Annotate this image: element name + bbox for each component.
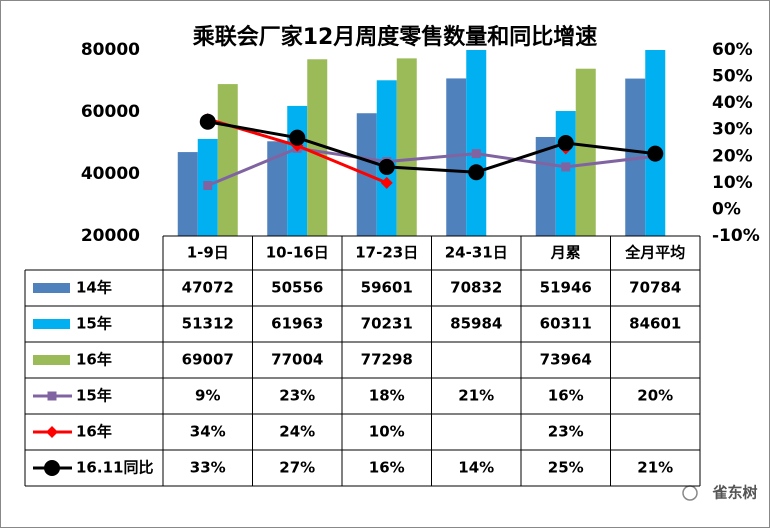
bar [645,50,666,236]
marker [468,164,485,181]
legend-swatch [33,319,70,329]
table-cell: 69007 [182,351,234,369]
marker [380,176,393,189]
y2-tick-label: 20% [712,146,753,166]
table-cell: 50556 [271,279,323,297]
legend-marker [44,460,60,476]
table-cell: 70832 [450,279,502,297]
legend-label: 16年 [76,351,112,369]
table-cell: 70231 [361,315,413,333]
table-cell: 47072 [182,279,234,297]
table-cell: 20% [637,387,673,405]
table-cell: 34% [190,423,226,441]
y2-tick-label: 0% [712,199,741,219]
table-cell: 59601 [361,279,413,297]
table-cell: 9% [195,387,220,405]
marker [471,149,481,159]
bar [555,111,576,236]
marker [378,158,395,175]
table-cell: 70784 [629,279,681,297]
table-cell: 27% [279,459,315,477]
table-cell: 16% [548,387,584,405]
table-cell: 23% [279,387,315,405]
legend-swatch [33,355,70,365]
marker [557,135,574,151]
y-tick-label: 20000 [81,226,140,246]
x-tick-label: 24-31日 [445,244,508,262]
table-cell: 24% [279,423,315,441]
bar [466,50,487,236]
y2-tick-label: 30% [712,120,753,140]
table-cell: 51946 [540,279,592,297]
table-cell: 21% [458,387,494,405]
y-tick-label: 40000 [81,164,140,184]
bar [217,84,238,236]
line [207,146,656,187]
chart-title: 乘联会厂家12月周度零售数量和同比增速 [192,24,598,50]
legend-marker [46,426,58,438]
x-tick-label: 10-16日 [266,244,329,262]
bar [307,59,328,236]
bar [446,78,467,236]
table-cell: 85984 [450,315,502,333]
table-cell: 77004 [271,351,323,369]
y2-tick-label: 10% [712,173,753,193]
marker [289,129,306,146]
x-tick-label: 17-23日 [355,244,418,262]
legend-marker [47,391,57,401]
table-cell: 10% [369,423,405,441]
marker [203,181,213,191]
bar [287,105,308,236]
y-tick-label: 60000 [81,102,140,122]
y2-tick-label: 60% [712,40,753,60]
watermark: 雀东树 [711,484,757,502]
table-cell: 73964 [540,351,592,369]
legend-label: 15年 [76,315,112,333]
table-cell: 16% [369,459,405,477]
bars [177,50,666,236]
y2-tick-label: 40% [712,93,753,113]
table-cell: 84601 [629,315,681,333]
table-cell: 18% [369,387,405,405]
line [207,120,656,174]
y2-tick-label: -10% [712,226,760,246]
y-tick-label: 80000 [81,40,140,60]
bar [267,141,288,236]
bar [396,58,417,236]
table-cell: 14% [458,459,494,477]
y2-tick-label: 50% [712,67,753,87]
marker [647,145,664,162]
x-tick-label: 全月平均 [624,244,685,262]
legend-label: 16年 [76,423,112,441]
table-cell: 25% [548,459,584,477]
marker [199,113,216,130]
table-cell: 23% [548,423,584,441]
legend-label: 14年 [76,279,112,297]
legend-swatch [33,283,70,293]
table-cell: 33% [190,459,226,477]
bar [575,68,596,236]
table-cell: 60311 [540,315,592,333]
bar [177,152,198,236]
x-tick-label: 1-9日 [187,244,229,262]
legend-label: 16.11同比 [76,459,153,477]
table-cell: 77298 [361,351,413,369]
legend-label: 15年 [76,387,112,405]
x-tick-label: 月累 [550,244,581,262]
table-cell: 21% [637,459,673,477]
marker [561,162,571,172]
table-cell: 51312 [182,315,234,333]
table-cell: 61963 [271,315,323,333]
